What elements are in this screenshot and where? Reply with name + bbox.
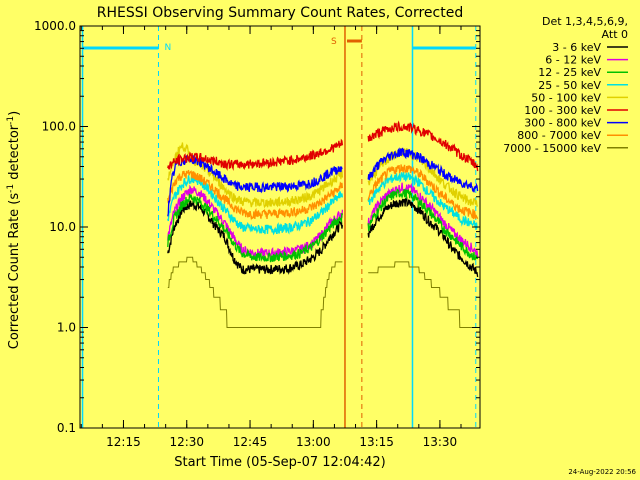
legend-label-7: 800 - 7000 keV	[517, 129, 601, 142]
x-tick-label: 12:30	[169, 435, 204, 449]
series-line-0-seg0	[167, 199, 344, 275]
x-tick-label: 12:45	[233, 435, 268, 449]
x-tick-label: 12:15	[106, 435, 141, 449]
series-line-6-seg1	[367, 147, 479, 193]
series-line-7-seg0	[167, 169, 344, 221]
series-line-8-seg0	[167, 256, 343, 328]
plot-area: NS	[81, 26, 479, 428]
x-tick-label: 13:15	[359, 435, 394, 449]
series-line-2-seg0	[167, 193, 344, 263]
y-tick-label: 0.1	[57, 421, 76, 435]
series-line-6-seg0	[167, 155, 343, 217]
x-tick-label: 13:30	[423, 435, 458, 449]
legend-label-5: 100 - 300 keV	[524, 104, 601, 117]
y-tick-label: 1000.0	[34, 19, 76, 33]
legend-label-6: 300 - 800 keV	[524, 117, 601, 130]
legend-label-1: 6 - 12 keV	[545, 54, 601, 67]
y-axis-label-sup1: -1	[6, 184, 16, 193]
chart-title: RHESSI Observing Summary Count Rates, Co…	[97, 5, 463, 21]
series-line-3-seg0	[167, 174, 344, 236]
series-line-5-seg0	[167, 138, 344, 172]
y-axis-label-main: Corrected Count Rate (s	[7, 193, 22, 350]
legend-header-line1: Det 1,3,4,5,6,9,	[542, 15, 628, 28]
y-axis-label-mid: detector	[7, 124, 22, 184]
x-axis-label: Start Time (05-Sep-07 12:04:42)	[174, 455, 385, 470]
series-line-5-seg1	[367, 120, 479, 172]
series-line-7-seg1	[367, 164, 479, 220]
y-axis-label-end: )	[7, 111, 22, 116]
y-tick-label: 10.0	[49, 220, 76, 234]
axes: 1000.0 100.0 10.0 1.0 0.1 12:15 12:30 12:45 13:0…	[34, 19, 480, 449]
night-marker-label: N	[164, 43, 171, 53]
footer-date: 24-Aug-2022 20:56	[568, 468, 636, 476]
legend-label-4: 50 - 100 keV	[531, 91, 601, 104]
legend-label-0: 3 - 6 keV	[552, 41, 601, 54]
legend-label-3: 25 - 50 keV	[538, 79, 601, 92]
legend-header-line2: Att 0	[602, 28, 628, 41]
legend-label-2: 12 - 25 keV	[538, 66, 601, 79]
series-line-8-seg1	[368, 261, 478, 328]
legend-label-8: 7000 - 15000 keV	[503, 142, 601, 155]
y-axis-label: Corrected Count Rate (s-1 detector-1)	[6, 111, 22, 349]
x-tick-label: 13:00	[296, 435, 331, 449]
y-tick-label: 1.0	[57, 321, 76, 335]
series-line-0-seg1	[367, 196, 479, 277]
y-tick-label: 100.0	[42, 120, 76, 134]
y-axis-label-sup2: -1	[6, 116, 16, 125]
saa-marker-label: S	[331, 37, 337, 47]
series-line-2-seg1	[367, 188, 479, 261]
